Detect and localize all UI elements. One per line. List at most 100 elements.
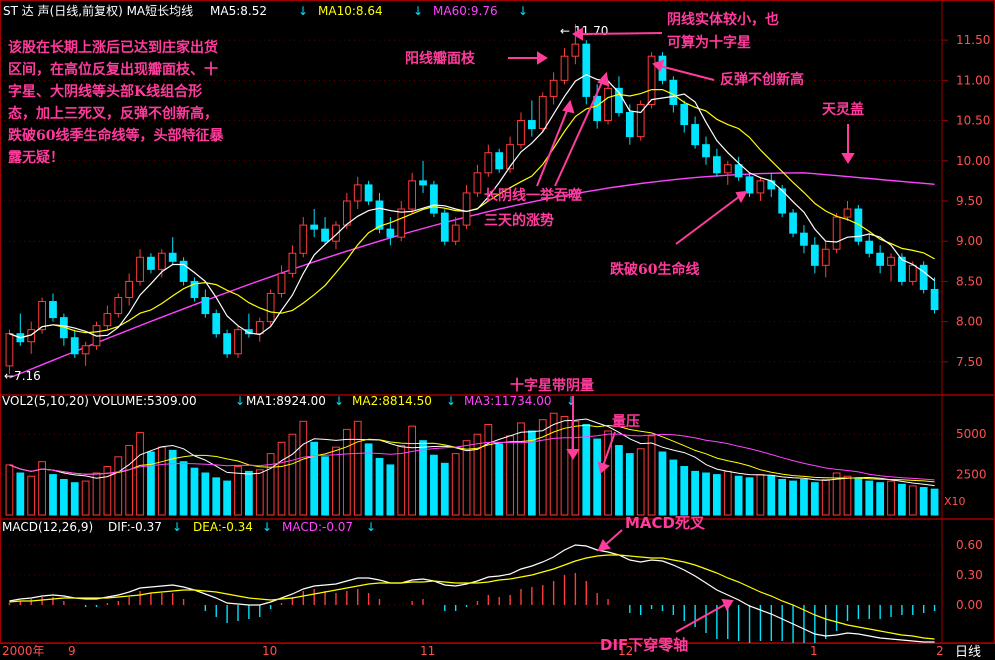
candle-up: [103, 313, 112, 327]
dea-polyline: [9, 554, 935, 640]
ma60-polyline: [9, 172, 935, 379]
candle-down: [702, 144, 710, 158]
candle-up: [908, 264, 917, 282]
price-tick-label: 10.00: [956, 154, 990, 168]
volume-bar-down: [680, 466, 689, 516]
volume-bar-up: [92, 472, 101, 516]
intro-line-2: 区间，在高位反复出现瓣面枝、十: [8, 61, 218, 78]
candle-down: [245, 329, 253, 335]
volume-title: VOL2(5,10,20) VOLUME:5309.00: [2, 394, 197, 408]
candle-up: [506, 144, 514, 170]
arrow-head-tianling: [841, 153, 855, 164]
price-tick-label: 7.50: [956, 355, 983, 369]
candle-down: [430, 184, 438, 214]
arrow-head-long-yin-1: [562, 99, 575, 114]
volume-bar-up: [353, 420, 362, 516]
arrow-yin-small: [579, 32, 663, 35]
ma60-label: MA60:9.76: [433, 4, 498, 18]
time-label-11: 11: [420, 644, 435, 658]
volume-bar-down: [593, 438, 602, 516]
volume-bar-down: [919, 487, 928, 516]
candle-up: [821, 248, 830, 266]
long-yin-note-1: 长阴线一举吞噬: [484, 187, 582, 204]
break60-note: 跌破60生命线: [610, 261, 699, 278]
candle-up: [5, 333, 14, 367]
candle-down: [767, 180, 776, 190]
intro-line-4: 态，加上三死叉，反弹不创新高，: [8, 105, 218, 122]
candle-down: [201, 297, 210, 315]
volume-ma5-polyline: [9, 418, 935, 487]
volume-bar-up: [451, 453, 460, 516]
candle-down: [669, 79, 678, 105]
candle-down: [321, 228, 329, 242]
y-axis-ticks: 11.50 11.00 10.50 10.00 9.50 9.00 8.50 8.00 7.50…: [956, 33, 990, 612]
volume-bar-down: [364, 443, 373, 516]
volume-bar-up: [538, 419, 547, 516]
volume-bar-down: [898, 483, 906, 516]
volume-bar-down: [615, 445, 623, 516]
volume-bar-up: [157, 446, 166, 516]
candle-down: [190, 280, 199, 299]
time-label-2000: 2000年: [2, 644, 45, 658]
candle-down: [495, 152, 504, 170]
arrow-head-dif-zero: [721, 598, 734, 612]
volume-bar-down: [321, 456, 329, 516]
time-label-9: 9: [68, 644, 76, 658]
candle-down: [800, 232, 808, 246]
volume-bar-up: [277, 441, 286, 516]
candle-down: [854, 208, 863, 242]
volume-bar-up: [636, 448, 645, 516]
candle-up: [832, 216, 841, 250]
volume-bar-down: [658, 451, 667, 516]
vol-press-note: 量压: [612, 414, 640, 430]
candle-up: [887, 256, 895, 266]
price-title: ST 达 声(日线,前复权) MA短长均线: [3, 3, 193, 18]
volume-bar-up: [821, 478, 830, 516]
candle-down: [691, 124, 699, 146]
candle-up: [332, 224, 340, 242]
arrow-head-macd-dead: [597, 539, 611, 552]
volume-bar-up: [332, 446, 340, 516]
candle-down: [147, 256, 155, 270]
volume-bar-down: [702, 472, 710, 516]
period-label: 日线: [955, 645, 981, 660]
candle-up: [560, 55, 569, 81]
yang-line-note: 阳线瓣面枝: [405, 50, 476, 67]
volume-ma20-polyline: [9, 433, 935, 481]
candle-down: [789, 212, 797, 234]
volume-bar-up: [473, 433, 482, 516]
volume-bar-down: [789, 480, 797, 516]
volume-bar-up: [843, 475, 852, 516]
candle-down: [898, 256, 906, 282]
candle-down: [223, 333, 231, 355]
volume-bar-up: [604, 430, 612, 516]
candle-up: [484, 152, 493, 174]
volume-bar-up: [517, 422, 525, 516]
time-label-2: 2: [936, 644, 944, 658]
candle-up: [114, 297, 123, 315]
candle-up: [756, 180, 765, 194]
volume-bar-down: [147, 451, 155, 516]
macd-tick-label: 0.60: [956, 538, 983, 552]
volume-bar-down: [419, 440, 427, 516]
arrow-dif-zero: [675, 603, 727, 633]
ma10-label: MA10:8.64: [318, 4, 383, 18]
volume-bar-down: [49, 474, 57, 516]
volume-bars: [5, 412, 939, 516]
volume-bar-down: [691, 470, 699, 516]
ma5-line: [9, 74, 935, 339]
dea-arrow-icon: ↓: [262, 520, 272, 534]
candlestick-series: [5, 24, 939, 374]
volume-bar-up: [887, 480, 895, 516]
arrow-head-yang-line: [537, 51, 548, 65]
volume-multiplier: X10: [944, 495, 966, 508]
candle-down: [778, 188, 787, 214]
vol-ma3-label: MA3:11734.00: [464, 394, 552, 408]
volume-bar-up: [288, 433, 297, 516]
volume-bar-up: [114, 456, 123, 516]
time-label-10: 10: [262, 644, 277, 658]
arrow-head-cross-yin-vol: [566, 449, 580, 460]
candle-up: [255, 321, 264, 335]
arrow-rebound: [659, 65, 715, 81]
